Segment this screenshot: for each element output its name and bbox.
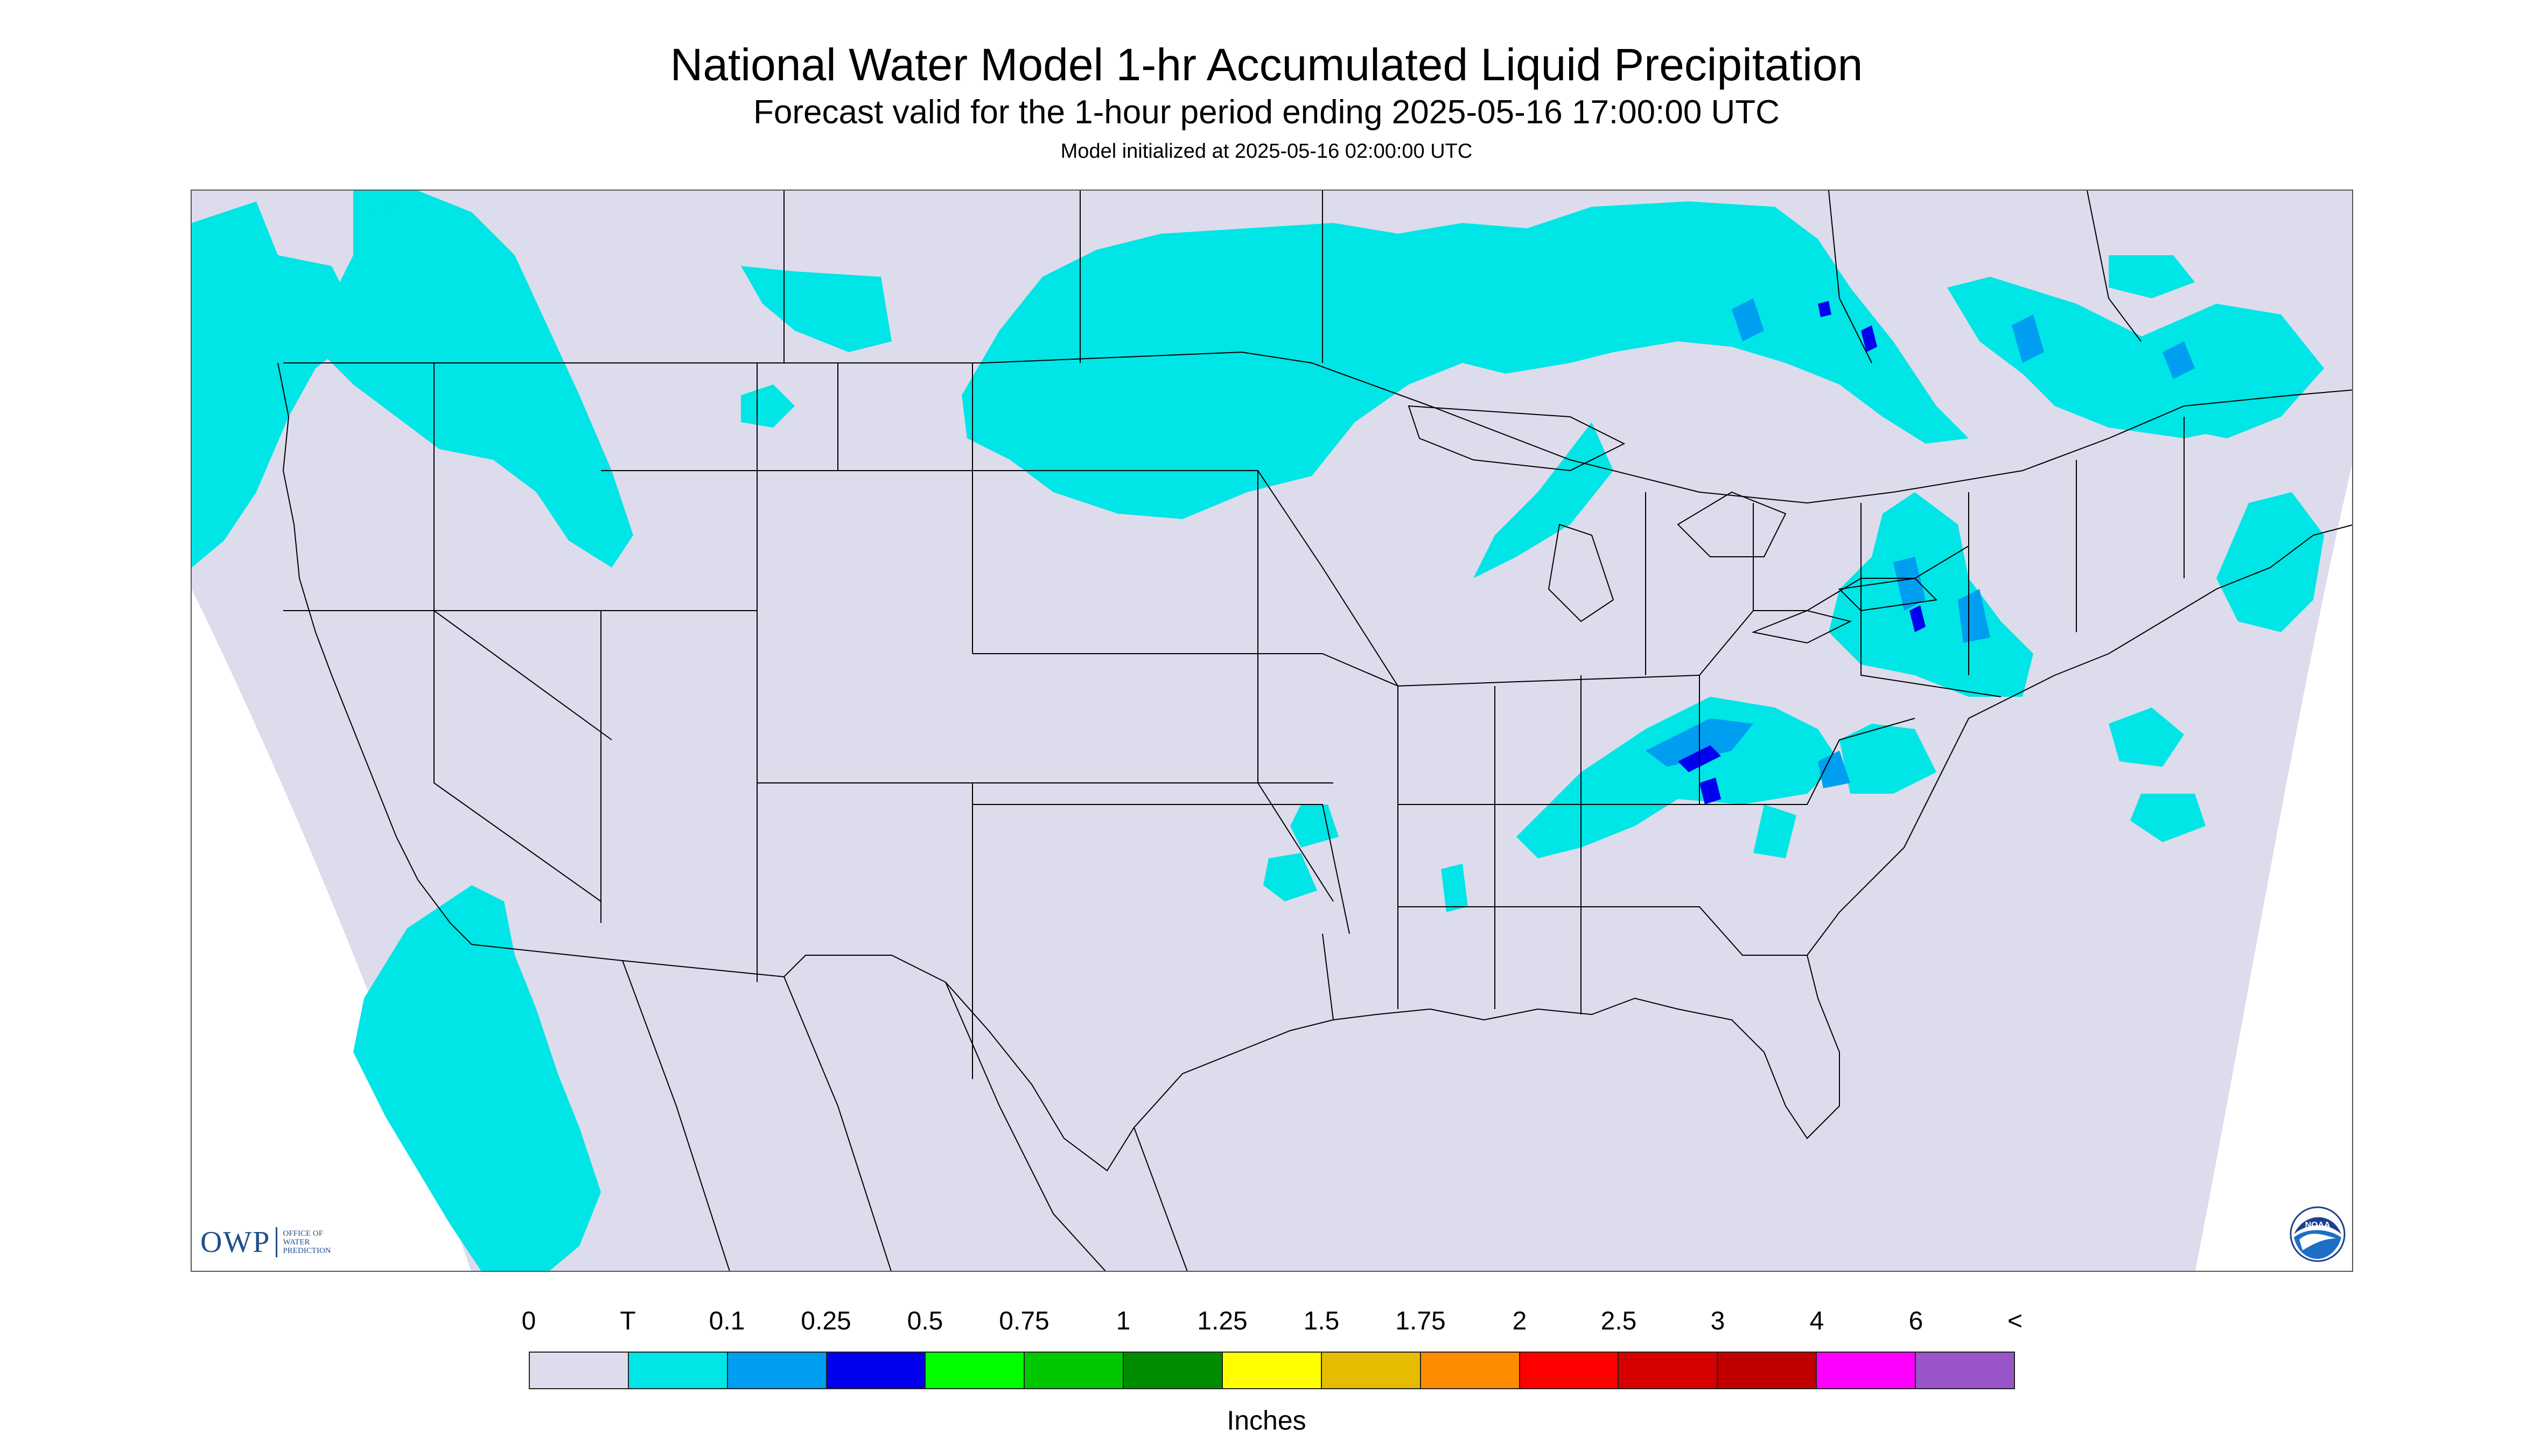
noaa-logo: NOAA (2290, 1206, 2346, 1262)
legend-label: 6 (1908, 1307, 1923, 1335)
legend-label: 0 (521, 1307, 536, 1335)
owp-logo: OWP Office of Water Prediction (200, 1222, 331, 1262)
legend-label: 4 (1809, 1307, 1824, 1335)
map-title: National Water Model 1-hr Accumulated Li… (670, 39, 1863, 90)
legend-label: 3 (1710, 1307, 1725, 1335)
color-legend (529, 1352, 2015, 1389)
legend-label: 0.5 (907, 1307, 943, 1335)
legend-label: 0.75 (999, 1307, 1049, 1335)
legend-swatch (1619, 1353, 1718, 1388)
legend-label: 0.1 (709, 1307, 745, 1335)
legend-swatch (1223, 1353, 1322, 1388)
owp-logo-line1: Office of (283, 1229, 324, 1238)
legend-label: 1 (1116, 1307, 1131, 1335)
legend-label: 1.5 (1303, 1307, 1340, 1335)
legend-swatch (1124, 1353, 1223, 1388)
legend-label: 2.5 (1600, 1307, 1637, 1335)
legend-label: < (2007, 1307, 2023, 1335)
legend-swatch (1025, 1353, 1124, 1388)
precipitation-map (191, 190, 2353, 1272)
forecast-valid-subtitle: Forecast valid for the 1-hour period end… (753, 94, 1780, 131)
owp-logo-mark: OWP (200, 1226, 271, 1259)
owp-logo-line2: Water (283, 1238, 310, 1247)
legend-swatch (926, 1353, 1025, 1388)
noaa-logo-text: NOAA (2305, 1221, 2331, 1230)
legend-label: 1.25 (1197, 1307, 1248, 1335)
legend-swatch (530, 1353, 629, 1388)
legend-label: 2 (1512, 1307, 1527, 1335)
legend-swatch (727, 1353, 827, 1388)
legend-label: T (620, 1307, 636, 1335)
owp-logo-line3: Prediction (283, 1247, 331, 1255)
precip-trace-areas (192, 191, 2324, 1271)
model-domain (192, 191, 2352, 1271)
owp-logo-divider (276, 1227, 278, 1257)
legend-swatch (1520, 1353, 1619, 1388)
legend-swatch (1421, 1353, 1520, 1388)
legend-swatch (1817, 1353, 1916, 1388)
model-init-line: Model initialized at 2025-05-16 02:00:00… (1060, 140, 1473, 163)
legend-swatch (827, 1353, 926, 1388)
legend-swatch (1718, 1353, 1817, 1388)
legend-swatch (1321, 1353, 1421, 1388)
legend-swatch (1916, 1353, 2014, 1388)
legend-label: 1.75 (1395, 1307, 1446, 1335)
legend-swatch (628, 1353, 728, 1388)
legend-label: 0.25 (801, 1307, 851, 1335)
state-boundaries (277, 191, 2352, 1271)
owp-logo-text: Office of Water Prediction (283, 1229, 331, 1255)
legend-unit: Inches (1227, 1405, 1306, 1436)
legend-labels: 0 T 0.1 0.25 0.5 0.75 1 1.25 1.5 1.75 2 2.5 3 4 6 < (522, 1306, 2023, 1338)
